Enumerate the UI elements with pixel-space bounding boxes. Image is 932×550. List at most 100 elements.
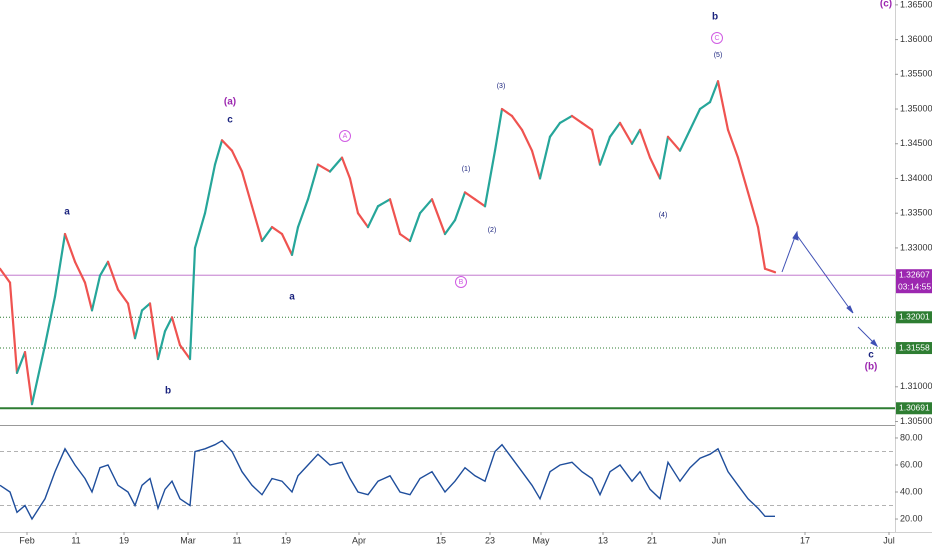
price-segment [133,309,144,340]
price-segment [388,198,402,236]
price-segment [73,260,87,284]
price-segment [0,267,12,284]
price-segment [203,163,217,215]
y-tick-label: 20.00 [900,513,923,523]
price-segment [558,114,574,125]
price-segment [126,302,137,340]
price-segment [658,135,670,180]
x-tick-label: 11 [232,535,241,545]
price-segment [23,350,34,406]
price-segment [193,212,207,250]
price-segment [340,156,352,180]
wave-label: (1) [462,166,471,173]
level-label: 1.31558 [899,342,930,352]
price-segment [376,198,392,208]
level-box [896,342,932,355]
y-tick-label: 1.36000 [900,34,932,44]
price-segment [30,344,47,406]
x-tick-label: 21 [647,535,657,545]
x-tick-label: 23 [485,535,495,545]
x-tick-label: 17 [800,535,810,545]
price-segment [213,139,224,166]
x-tick-label: May [532,535,550,545]
price-segment [638,128,652,159]
price-segment [548,121,562,138]
arrowhead [846,305,854,314]
annotation-circle [455,276,467,288]
level-label: 1.30691 [899,403,930,413]
x-tick-label: 15 [436,535,446,545]
price-segment [716,80,730,131]
y-tick-label: 40.00 [900,486,923,496]
x-tick-label: 19 [281,535,291,545]
price-segment [530,149,542,180]
wave-label: C [714,35,719,42]
wave-label: c [227,115,233,126]
annotation-circle [339,130,351,142]
price-segment [463,191,477,201]
price-segment [280,232,294,256]
arrowhead [870,339,879,348]
price-segment [430,198,447,236]
price-segment [316,163,332,173]
x-tick-label: 13 [598,535,608,545]
level-box [896,311,932,324]
price-segment [453,191,467,222]
wave-label: c [868,350,874,361]
price-segment [140,302,152,312]
current-price-box [896,269,932,294]
price-segment [473,198,487,208]
x-tick-label: 19 [119,535,129,545]
price-segment [648,156,662,180]
countdown-label: 03:14:55 [898,281,931,291]
price-segment [756,225,767,270]
price-segment [493,107,504,152]
price-segment [63,232,77,263]
price-segment [53,232,67,298]
level-label: 1.32001 [899,312,930,322]
price-segment [250,205,264,243]
price-segment [443,219,457,236]
y-tick-label: 1.34500 [900,138,932,148]
x-tick-label: Jul [883,535,895,545]
price-segment [290,225,300,256]
wave-label: b [712,12,718,23]
wave-label: (b) [865,362,878,373]
price-segment [90,274,102,312]
price-segment [188,246,197,361]
arrow [781,233,797,273]
price-segment [156,330,167,361]
price-segment [538,135,552,180]
price-segment [763,267,777,274]
price-segment [398,232,412,243]
price-segment [483,149,497,208]
price-segment [510,114,524,131]
price-segment [726,128,740,159]
current-price-label: 1.32607 [899,269,930,279]
price-segment [296,198,310,229]
y-tick-label: 1.33000 [900,242,932,252]
price-segment [83,281,94,312]
annotation-circle [711,32,723,44]
price-segment [148,302,160,361]
price-segment [270,225,284,236]
y-tick-label: 80.00 [900,432,923,442]
price-segment [746,191,760,229]
price-segment [418,198,434,215]
price-segment [240,170,254,208]
price-segment [8,281,19,375]
price-segment [520,128,534,152]
price-segment [260,225,274,243]
price-segment [630,128,642,145]
price-segment [116,288,130,305]
y-tick-label: 1.35000 [900,103,932,113]
price-segment [106,260,120,291]
price-segment [98,260,110,277]
price-segment [366,205,380,229]
y-tick-label: 1.30500 [900,416,932,426]
price-segment [306,163,320,201]
wave-label: a [289,292,295,303]
wave-label: a [64,207,70,218]
x-tick-label: Feb [19,535,35,545]
